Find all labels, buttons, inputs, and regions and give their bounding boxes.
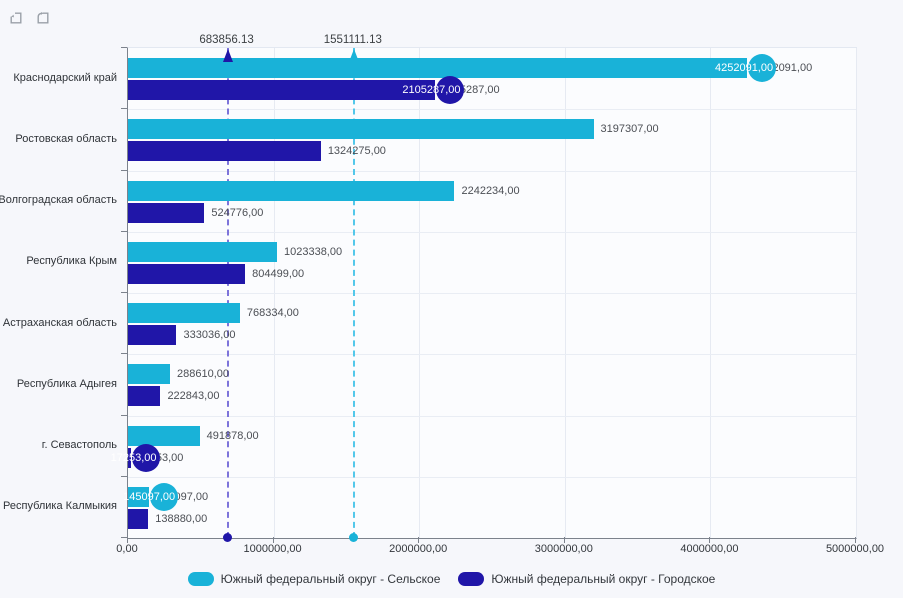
bar[interactable] [128, 508, 149, 529]
redo-square-icon [37, 11, 49, 24]
bar[interactable] [128, 447, 131, 468]
bar[interactable] [128, 364, 171, 385]
y-axis-tick [121, 414, 127, 416]
x-axis-tick [709, 537, 711, 543]
category-label: Ростовская область [15, 132, 117, 145]
row-separator [128, 109, 856, 111]
average-value-label: 1551111.13 [323, 34, 382, 46]
bar-value-label-inside: 145097,00 [123, 490, 176, 503]
bar-value-label: 491878,00 [206, 429, 259, 442]
bar-value-label-inside: 4252091,00 [714, 62, 774, 74]
category-label: Краснодарский край [13, 71, 117, 84]
x-axis-tick [127, 537, 128, 543]
bar[interactable] [128, 180, 455, 201]
row-separator [128, 231, 856, 233]
y-axis-tick [121, 47, 127, 48]
bar-value-label: 524776,00 [211, 206, 264, 219]
average-arrow-icon [348, 49, 359, 62]
legend-item-label: Южный федеральный округ - Сельское [220, 572, 441, 586]
x-axis-tick [855, 537, 856, 543]
legend-item-label: Южный федеральный округ - Городское [491, 572, 716, 586]
legend-item-selskoe[interactable]: Южный федеральный округ - Сельское [187, 572, 441, 586]
y-axis-tick [121, 353, 127, 355]
gridline [856, 48, 857, 538]
x-axis-tick [272, 537, 274, 543]
bar-value-label: 1324275,00 [327, 145, 386, 158]
y-axis-tick [121, 108, 127, 110]
bar[interactable] [128, 241, 277, 262]
row-separator [128, 415, 856, 417]
x-axis-tick [563, 537, 565, 543]
row-separator [128, 476, 856, 478]
x-axis-tick-label: 1000000,00 [243, 543, 302, 555]
max-min-marker-icon[interactable] [748, 54, 777, 82]
bar-value-label: 333036,00 [183, 329, 236, 341]
bar[interactable] [128, 119, 594, 140]
category-label: Республика Адыгея [16, 377, 117, 390]
bar-value-label-inside: 2105287,00 [402, 84, 461, 96]
legend-item-gorodskoe[interactable]: Южный федеральный округ - Городское [458, 572, 715, 586]
bar-value-label: 222843,00 [167, 390, 220, 403]
bar[interactable] [128, 80, 435, 100]
legend-swatch-icon [187, 572, 214, 586]
bar-value-label: 1023338,00 [283, 245, 343, 258]
y-axis-tick [121, 169, 127, 171]
average-line [352, 48, 355, 538]
x-axis-tick-label: 0,00 [116, 543, 138, 555]
x-axis-tick [418, 537, 420, 543]
bar-value-label: 3197307,00 [600, 123, 659, 136]
bar-value-label-inside: 17253,00 [110, 451, 157, 464]
average-dot-icon [349, 533, 359, 542]
category-label: Астраханская область [2, 316, 117, 329]
x-axis-tick-label: 2000000,00 [389, 543, 448, 555]
undo-square-icon-button[interactable] [6, 8, 26, 28]
bar[interactable] [128, 303, 240, 323]
bar[interactable] [128, 263, 246, 284]
row-separator [128, 170, 856, 172]
legend: Южный федеральный округ - Сельское Южный… [0, 572, 903, 586]
average-value-label: 683856.13 [199, 34, 254, 46]
x-axis-tick-label: 4000000,00 [680, 543, 739, 555]
x-axis-tick-label: 5000000,00 [825, 543, 885, 555]
bar[interactable] [128, 202, 205, 223]
row-separator [128, 293, 856, 294]
average-dot-icon [223, 533, 233, 542]
y-axis-tick [121, 230, 127, 232]
y-axis-tick [121, 292, 127, 293]
category-label: г. Севастополь [41, 439, 117, 452]
bar-value-label: 138880,00 [155, 512, 208, 525]
redo-square-icon-button[interactable] [33, 8, 53, 28]
bar[interactable] [128, 58, 748, 78]
max-min-marker-icon[interactable] [131, 443, 160, 472]
bar-value-label: 2242234,00 [461, 184, 520, 197]
y-axis-tick [121, 537, 127, 538]
average-line [226, 48, 229, 538]
average-arrow-icon [222, 49, 233, 62]
bar-value-label: 804499,00 [252, 267, 305, 280]
undo-square-icon [10, 12, 22, 24]
category-label: Республика Калмыкия [3, 500, 117, 513]
chart-toolbar [6, 8, 53, 28]
plot-area[interactable]: 4252091,00 4252091,00 3197307,00 2242234,00… [111, 47, 857, 542]
bar-value-label: 288610,00 [177, 368, 230, 381]
max-min-marker-icon[interactable] [150, 482, 179, 511]
category-label: Республика Крым [26, 255, 117, 268]
bar[interactable] [128, 425, 200, 446]
category-label: Волгоградская область [0, 194, 117, 207]
bar[interactable] [128, 486, 150, 507]
max-min-marker-icon[interactable] [435, 76, 464, 104]
bar[interactable] [128, 325, 177, 345]
bar-value-label: 768334,00 [246, 307, 299, 319]
x-axis-tick-label: 3000000,00 [534, 543, 593, 555]
row-separator [128, 354, 856, 356]
y-axis-tick [121, 475, 127, 477]
bar[interactable] [128, 141, 321, 162]
bar[interactable] [128, 386, 161, 407]
y-axis: Краснодарский край Ростовская область Волг… [0, 47, 122, 537]
legend-swatch-icon [458, 572, 485, 586]
